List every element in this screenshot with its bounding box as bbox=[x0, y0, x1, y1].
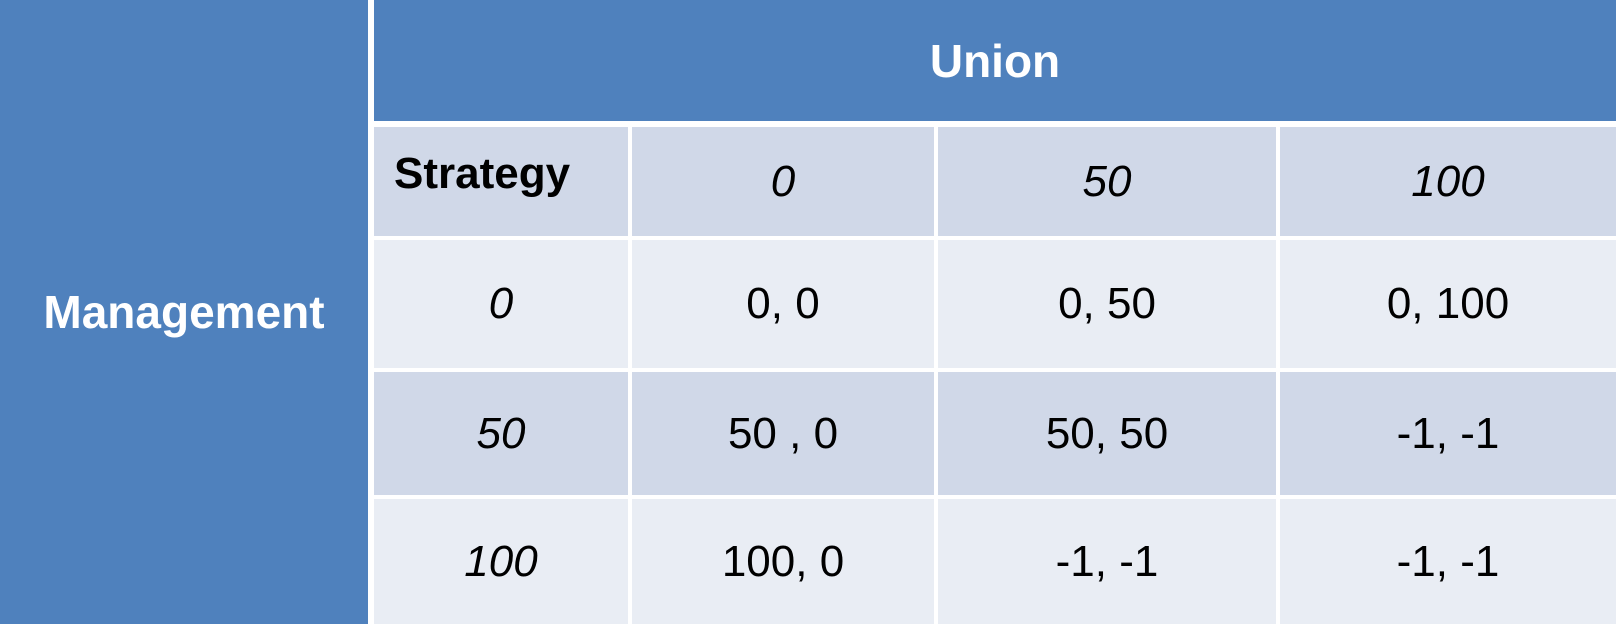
row-player-header: Management bbox=[0, 0, 368, 624]
payoff-cell: -1, -1 bbox=[1280, 499, 1616, 624]
column-strategy-50: 50 bbox=[938, 127, 1276, 236]
strategy-corner-label: Strategy bbox=[374, 127, 628, 236]
payoff-cell: 100, 0 bbox=[632, 499, 934, 624]
payoff-cell: -1, -1 bbox=[1280, 372, 1616, 495]
payoff-cell: 50, 50 bbox=[938, 372, 1276, 495]
payoff-cell: 50 , 0 bbox=[632, 372, 934, 495]
payoff-cell: 0, 50 bbox=[938, 240, 1276, 368]
row-strategy-100: 100 bbox=[374, 499, 628, 624]
row-strategy-0: 0 bbox=[374, 240, 628, 368]
row-strategy-50: 50 bbox=[374, 372, 628, 495]
payoff-cell: 0, 100 bbox=[1280, 240, 1616, 368]
column-strategy-0: 0 bbox=[632, 127, 934, 236]
column-player-header: Union bbox=[374, 0, 1616, 121]
payoff-cell: -1, -1 bbox=[938, 499, 1276, 624]
payoff-cell: 0, 0 bbox=[632, 240, 934, 368]
column-strategy-100: 100 bbox=[1280, 127, 1616, 236]
